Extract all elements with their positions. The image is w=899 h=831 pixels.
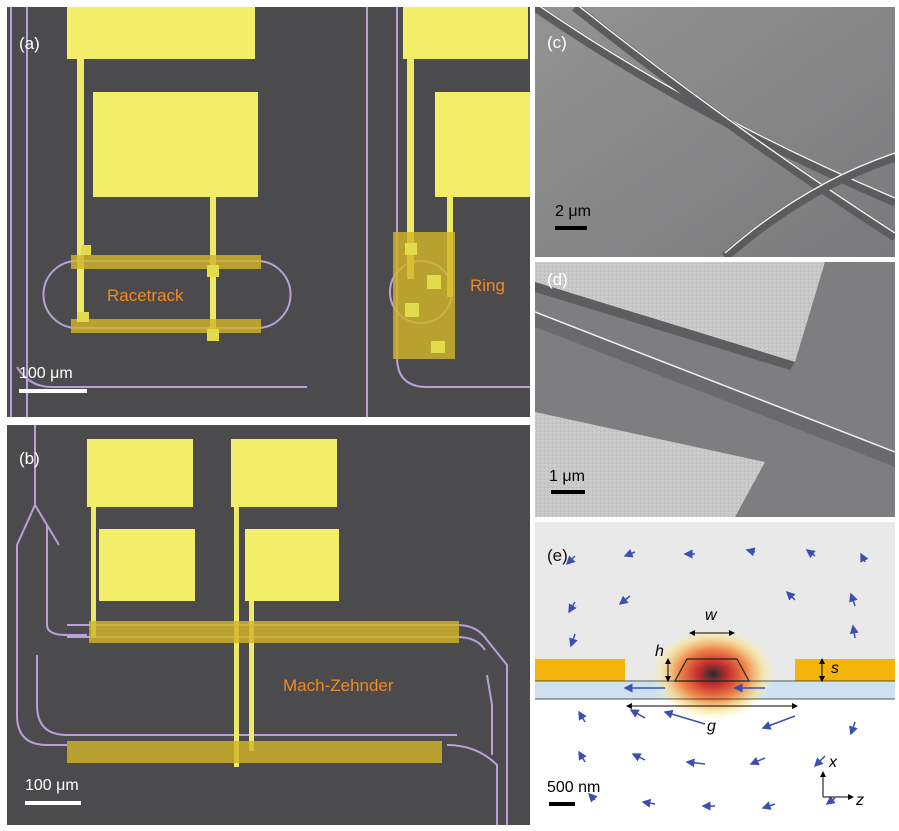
contact xyxy=(207,265,219,277)
pad-b-mr xyxy=(245,529,339,601)
panel-c: (c) 2 μm xyxy=(535,7,895,257)
mach-zehnder-label: Mach-Zehnder xyxy=(283,676,394,695)
wire-ring-left xyxy=(407,59,414,279)
pad-b-ml xyxy=(99,529,195,601)
pad-top-left xyxy=(67,7,255,59)
field-arrows xyxy=(565,547,869,811)
panel-c-waveguides xyxy=(535,7,895,257)
panel-d-label: (d) xyxy=(547,270,568,289)
scalebar-a-bar xyxy=(19,389,87,393)
panel-c-label: (c) xyxy=(547,33,567,52)
panel-a: (a) Racetrack Ring 100 μm xyxy=(7,7,530,417)
pad-ring-top xyxy=(403,7,528,59)
contact xyxy=(77,312,89,322)
panel-d-structure xyxy=(535,262,895,517)
electrode-mz-top xyxy=(89,621,459,643)
panel-b-label: (b) xyxy=(19,449,40,468)
panel-b: Mach-Zehnder (b) 100 μm xyxy=(7,425,530,825)
contact xyxy=(207,329,219,341)
dim-w: w xyxy=(705,607,717,624)
dim-h: h xyxy=(655,643,664,660)
electrode-mz-bottom xyxy=(67,741,442,763)
contact xyxy=(431,341,445,353)
pad-b-tl xyxy=(87,439,193,507)
pad-large xyxy=(93,92,258,197)
dim-s: s xyxy=(831,660,839,677)
dim-g: g xyxy=(707,718,716,735)
scalebar-c-text: 2 μm xyxy=(555,203,591,220)
wire-b xyxy=(249,601,254,751)
scalebar-a-text: 100 μm xyxy=(19,365,73,382)
scalebar-d-bar xyxy=(551,490,585,494)
scalebar-b-bar xyxy=(25,801,81,805)
wire-left xyxy=(77,59,84,319)
racetrack-label: Racetrack xyxy=(107,286,184,305)
dimension-arrows xyxy=(626,630,854,800)
panel-a-label: (a) xyxy=(19,34,40,53)
panel-d: (d) 1 μm xyxy=(535,262,895,517)
contact xyxy=(405,303,419,317)
contact xyxy=(427,275,441,289)
scalebar-e-bar xyxy=(549,802,575,806)
contact xyxy=(405,243,417,255)
pad-b-tr xyxy=(231,439,337,507)
scalebar-b-text: 100 μm xyxy=(25,777,79,794)
ring-label: Ring xyxy=(470,276,505,295)
electrode-racetrack-top xyxy=(71,255,261,269)
electrode-racetrack-bottom xyxy=(71,319,261,333)
scalebar-c-bar xyxy=(555,226,587,230)
scalebar-e-text: 500 nm xyxy=(547,779,601,796)
axis-z: z xyxy=(856,792,864,809)
scalebar-d-text: 1 μm xyxy=(549,468,585,485)
axis-x: x xyxy=(829,754,837,771)
panel-e-label: (e) xyxy=(547,546,568,565)
panel-e-simulation xyxy=(535,522,895,825)
contact xyxy=(81,245,91,255)
panel-e: (e) w h s g x z 500 nm xyxy=(535,522,895,825)
electrode-ring xyxy=(393,232,455,359)
pad-ring-right xyxy=(435,92,530,197)
wire-b xyxy=(91,507,96,637)
